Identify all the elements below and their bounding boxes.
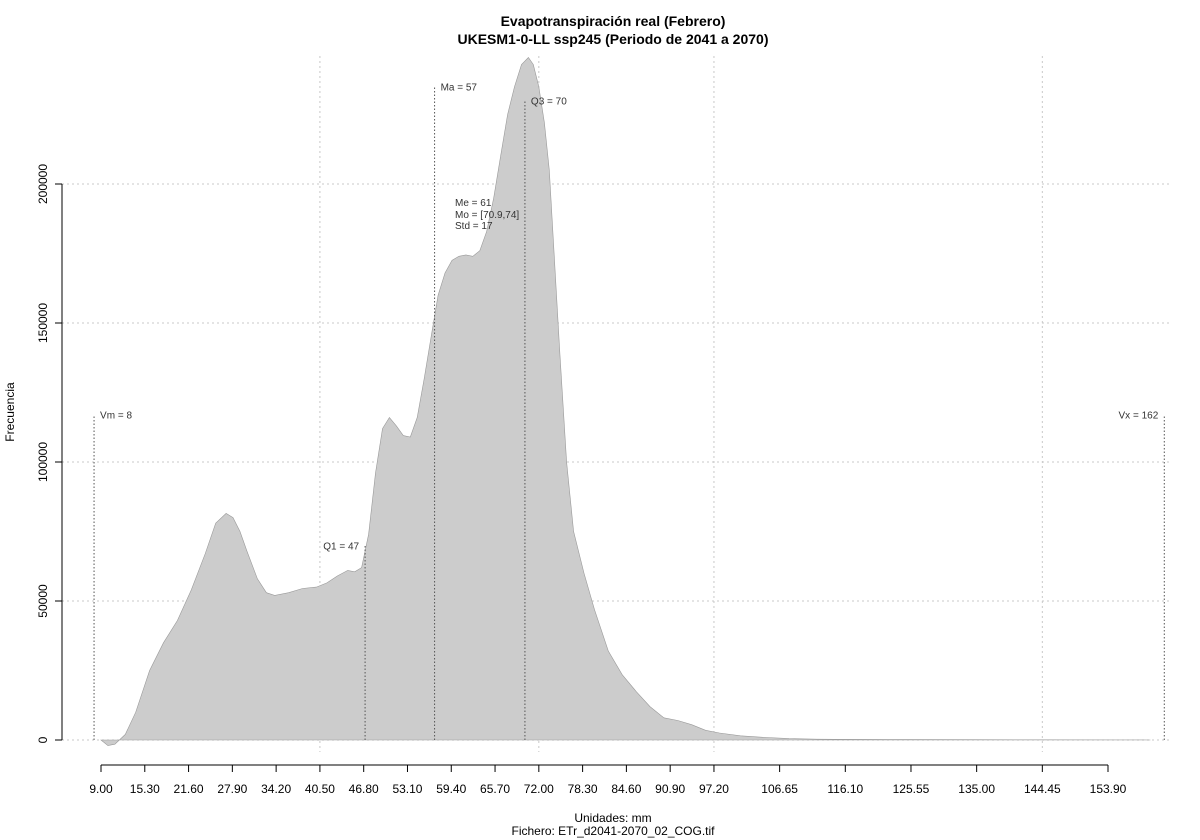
marker-label: Vm = 8 [100,411,132,422]
x-axis-label: Unidades: mm [574,811,651,825]
y-tick-label: 0 [36,736,50,743]
x-tick-label: 84.60 [611,782,641,796]
y-tick-label: 200000 [36,164,50,204]
x-tick-label: 72.00 [524,782,554,796]
x-tick-label: 106.65 [761,782,798,796]
y-tick-label: 150000 [36,303,50,343]
x-tick-label: 53.10 [392,782,422,796]
x-axis: 9.00 15.30 21.60 27.90 34.20 40.50 46.80 53.10 5… [89,764,1127,796]
x-tick-label: 65.70 [480,782,510,796]
marker-label: Vx = 162 [1119,411,1159,422]
x-tick-label: 125.55 [893,782,930,796]
x-tick-label: 46.80 [349,782,379,796]
x-tick-label: 90.90 [655,782,685,796]
x-tick-label: 15.30 [130,782,160,796]
file-caption: Fichero: ETr_d2041-2070_02_COG.tif [512,824,716,838]
marker-label: Q3 = 70 [531,97,567,108]
y-axis-label: Frecuencia [3,382,17,442]
x-tick-label: 97.20 [699,782,729,796]
x-tick-label: 153.90 [1090,782,1127,796]
y-tick-label: 50000 [36,584,50,618]
stat-std: Std = 17 [455,221,493,232]
x-tick-label: 144.45 [1024,782,1061,796]
x-tick-label: 34.20 [261,782,291,796]
x-tick-label: 116.10 [827,782,863,796]
stat-markers: Vm = 8 Q1 = 47 Ma = 57 Q3 = 70 Vx = 162 [93,83,1165,740]
x-tick-label: 9.00 [89,782,113,796]
y-tick-label: 100000 [36,442,50,482]
stats-box: Me = 61 Mo = [70.9,74] Std = 17 [455,198,519,232]
chart-subtitle: UKESM1-0-LL ssp245 (Periodo de 2041 a 20… [458,31,769,47]
x-tick-label: 59.40 [436,782,466,796]
x-tick-label: 135.00 [958,782,995,796]
x-tick-label: 21.60 [174,782,204,796]
density-area [100,57,1151,746]
marker-label: Q1 = 47 [323,541,359,552]
y-axis: 0 50000 100000 150000 200000 [36,164,63,743]
x-tick-label: 78.30 [568,782,598,796]
x-tick-label: 27.90 [217,782,247,796]
stat-mean: Me = 61 [455,198,492,209]
x-tick-label: 40.50 [305,782,335,796]
marker-label: Ma = 57 [441,83,478,94]
stat-mode: Mo = [70.9,74] [455,210,519,221]
chart-title: Evapotranspiración real (Febrero) [501,13,726,29]
